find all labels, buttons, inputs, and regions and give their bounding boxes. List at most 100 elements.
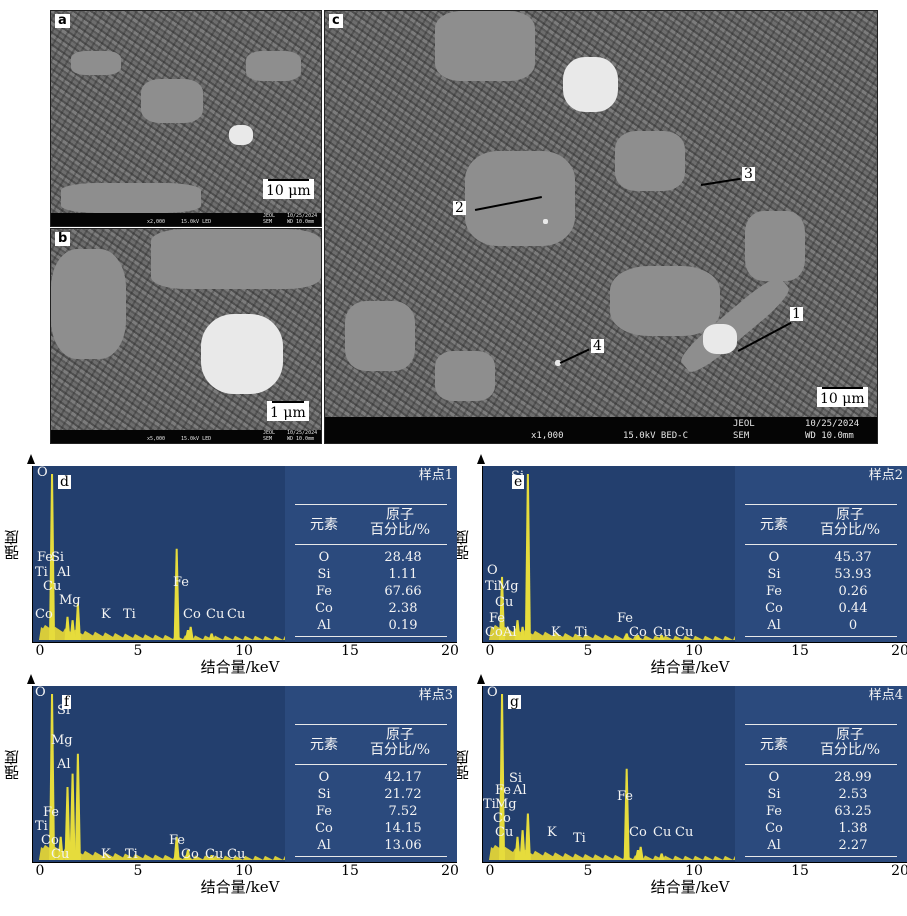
table-header-element: 元素 bbox=[760, 517, 788, 533]
table-cell-element: Fe bbox=[315, 804, 332, 819]
peak-label: Cu bbox=[653, 625, 672, 640]
spectrum-plot: 样点3 O Si Mg Al Fe Ti Co Cu K Ti Fe Co Cu Cu 元素 原子 百分比/% O 4… bbox=[32, 686, 457, 863]
peak-label: Fe bbox=[617, 789, 634, 804]
table-rule-mid bbox=[295, 764, 447, 765]
spectrum-peak bbox=[658, 635, 665, 640]
spectrum-peak bbox=[184, 850, 191, 860]
peak-label: Cu bbox=[227, 847, 246, 862]
table-cell-atomic: 13.06 bbox=[384, 838, 422, 853]
table-cell-atomic: 0.44 bbox=[838, 601, 868, 616]
spectrum-peak bbox=[57, 836, 64, 860]
peak-label: Ti bbox=[483, 797, 496, 812]
table-row: Co 14.15 bbox=[295, 821, 447, 837]
spectrum-peak bbox=[637, 846, 644, 860]
spectrum-peak bbox=[69, 773, 76, 860]
peak-label: K bbox=[101, 847, 111, 862]
peak-label: Fe bbox=[617, 611, 634, 626]
peak-label: Ti bbox=[575, 625, 588, 640]
marker-number-2: 2 bbox=[453, 200, 466, 216]
x-tick-label: 15 bbox=[341, 643, 359, 659]
spectrum-peak bbox=[519, 626, 526, 640]
peak-label: O bbox=[487, 686, 498, 700]
x-tick-label: 20 bbox=[441, 863, 459, 879]
table-header-atomic-line1: 原子 bbox=[836, 727, 864, 743]
panel-label-f: f bbox=[62, 694, 72, 710]
table-cell-element: Al bbox=[317, 838, 331, 853]
table-cell-atomic: 28.99 bbox=[834, 770, 872, 785]
table-cell-element: Al bbox=[767, 838, 781, 853]
y-axis-label: 强度 bbox=[3, 750, 21, 780]
table-header-element: 元素 bbox=[760, 737, 788, 753]
table-cell-atomic: 0.19 bbox=[388, 618, 418, 633]
marker-number-4: 4 bbox=[591, 338, 604, 354]
peak-label: O bbox=[37, 466, 48, 480]
table-row: Si 21.72 bbox=[295, 787, 447, 803]
scale-bar-c: 10 μm bbox=[817, 387, 868, 407]
eds-panel-f: 强度 样点3 O Si Mg Al Fe Ti Co Cu K Ti Fe Co Cu Cu 元素 原子 百分比/%… bbox=[0, 672, 459, 895]
peak-label: Si bbox=[509, 771, 523, 786]
x-axis-label: 结合量/keV bbox=[650, 878, 730, 896]
x-tick-label: 10 bbox=[685, 643, 703, 659]
composition-table: 元素 原子 百分比/% O 28.99 Si 2.53 Fe 63.25 Co 1.38 Al 2.27 bbox=[735, 686, 907, 862]
spectrum-peak bbox=[524, 813, 531, 860]
spectrum-peak bbox=[519, 830, 526, 860]
table-cell-atomic: 53.93 bbox=[834, 567, 872, 582]
table-rule-top bbox=[745, 724, 897, 725]
spectrum-plot: 样点2SiOTiMgCuFeCoAlKTiFeCoCuCu元素原子百分比/%O4… bbox=[482, 466, 907, 643]
table-row: O 28.99 bbox=[745, 770, 897, 786]
composition-table: 元素 原子 百分比/% O 28.48 Si 1.11 Fe 67.66 Co 2.38 Al 0.19 bbox=[285, 466, 457, 642]
peak-label: Fe bbox=[43, 805, 60, 820]
table-cell-atomic: 2.27 bbox=[838, 838, 868, 853]
table-cell-atomic: 45.37 bbox=[834, 550, 872, 565]
marker-number-3: 3 bbox=[742, 166, 755, 182]
panel-label-d: d bbox=[58, 474, 71, 490]
table-cell-atomic: 67.66 bbox=[384, 584, 422, 599]
table-rule-mid bbox=[745, 764, 897, 765]
sem-image-c: 1 2 3 4 c 10 μm x1,000 15.0kV BED-C JEOL… bbox=[324, 10, 878, 444]
table-row: Al 2.27 bbox=[745, 838, 897, 854]
peak-label: Cu bbox=[227, 607, 246, 622]
table-cell-element: O bbox=[768, 770, 780, 785]
table-cell-element: Al bbox=[767, 618, 781, 633]
peak-label: Mg bbox=[495, 797, 517, 812]
spectrum-svg bbox=[33, 694, 457, 860]
table-row: Fe 0.26 bbox=[745, 584, 897, 600]
table-header-atomic-line2: 百分比/% bbox=[819, 742, 881, 758]
table-cell-atomic: 63.25 bbox=[834, 804, 872, 819]
sem-image-b: b 1 μm x5,000 15.0kV LED JEOL SEM 10/25/… bbox=[50, 228, 322, 444]
peak-label: O bbox=[487, 563, 498, 578]
table-cell-element: Si bbox=[767, 567, 781, 582]
peak-label: Ti bbox=[125, 847, 138, 862]
x-tick-label: 0 bbox=[485, 643, 495, 659]
spectrum-peak bbox=[173, 548, 180, 640]
peak-label: Mg bbox=[59, 593, 81, 608]
table-cell-element: Fe bbox=[765, 584, 782, 599]
peak-label: Cu bbox=[206, 607, 225, 622]
peak-label: Cu bbox=[653, 825, 672, 840]
table-header-atomic-line1: 原子 bbox=[386, 507, 414, 523]
table-cell-element: Co bbox=[315, 601, 333, 616]
peak-label: Fe bbox=[495, 783, 512, 798]
table-cell-element: Fe bbox=[765, 804, 782, 819]
x-tick-label: 5 bbox=[583, 863, 593, 879]
marker-line-3 bbox=[700, 177, 741, 186]
scale-bar-b: 1 μm bbox=[267, 401, 309, 421]
y-axis-arrow-icon bbox=[477, 454, 485, 464]
table-cell-element: Al bbox=[317, 618, 331, 633]
x-axis-label: 结合量/keV bbox=[200, 658, 280, 676]
peak-label: Mg bbox=[497, 579, 519, 594]
panel-label-g: g bbox=[508, 694, 521, 710]
sample-label: 样点4 bbox=[868, 688, 903, 703]
spectrum-peak bbox=[64, 786, 71, 860]
sem-info-strip-a: x2,000 15.0kV LED JEOL SEM 10/25/2024 WD… bbox=[51, 213, 321, 226]
peak-label: K bbox=[547, 825, 557, 840]
peak-label: Fe bbox=[37, 550, 54, 565]
peak-label: Cu bbox=[51, 847, 70, 862]
peak-label: K bbox=[551, 625, 561, 640]
table-rule-top bbox=[295, 724, 447, 725]
peak-label: Cu bbox=[205, 847, 224, 862]
spectrum-peak bbox=[173, 836, 180, 860]
table-cell-element: Fe bbox=[315, 584, 332, 599]
peak-label: Si bbox=[51, 550, 65, 565]
table-cell-element: Co bbox=[315, 821, 333, 836]
